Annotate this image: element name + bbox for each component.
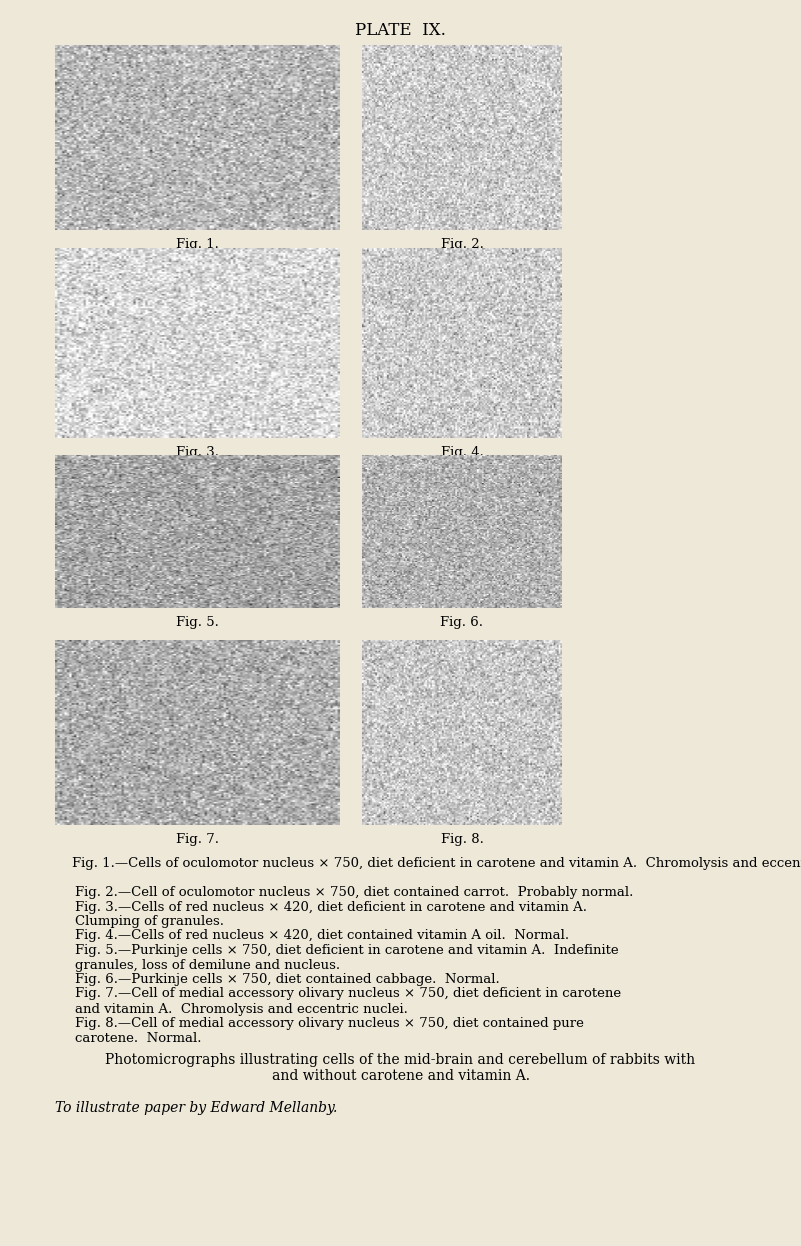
Text: Photomicrographs illustrating cells of the mid-brain and cerebellum of rabbits w: Photomicrographs illustrating cells of t… (106, 1053, 695, 1067)
Text: Fig. 1.: Fig. 1. (176, 238, 219, 250)
Text: Fig. 6.: Fig. 6. (441, 616, 484, 629)
Text: PLATE  IX.: PLATE IX. (355, 22, 446, 39)
Text: Fig. 5.—Purkinje cells × 750, diet deficient in carotene and vitamin A.  Indefin: Fig. 5.—Purkinje cells × 750, diet defic… (75, 944, 618, 972)
Text: Fig. 5.: Fig. 5. (176, 616, 219, 629)
Text: Fig. 3.: Fig. 3. (176, 446, 219, 459)
Text: To illustrate paper by Edward Mellanby.: To illustrate paper by Edward Mellanby. (55, 1100, 337, 1115)
Text: Fig. 6.—Purkinje cells × 750, diet contained cabbage.  Normal.: Fig. 6.—Purkinje cells × 750, diet conta… (75, 973, 500, 986)
Text: Fig. 1.—Cells of oculomotor nucleus × 750, diet deficient in carotene and vitami: Fig. 1.—Cells of oculomotor nucleus × 75… (55, 857, 801, 870)
Text: Fig. 8.: Fig. 8. (441, 834, 484, 846)
Text: Fig. 3.—Cells of red nucleus × 420, diet deficient in carotene and vitamin A.
Cl: Fig. 3.—Cells of red nucleus × 420, diet… (75, 901, 587, 928)
Text: Fig. 7.—Cell of medial accessory olivary nucleus × 750, diet deficient in carote: Fig. 7.—Cell of medial accessory olivary… (75, 988, 621, 1015)
Text: Fig. 4.: Fig. 4. (441, 446, 484, 459)
Text: and without carotene and vitamin A.: and without carotene and vitamin A. (272, 1069, 529, 1083)
Text: Fig. 7.: Fig. 7. (176, 834, 219, 846)
Text: Fig. 8.—Cell of medial accessory olivary nucleus × 750, diet contained pure
caro: Fig. 8.—Cell of medial accessory olivary… (75, 1017, 584, 1044)
Text: Fig. 2.—Cell of oculomotor nucleus × 750, diet contained carrot.  Probably norma: Fig. 2.—Cell of oculomotor nucleus × 750… (75, 886, 634, 900)
Text: Fig. 4.—Cells of red nucleus × 420, diet contained vitamin A oil.  Normal.: Fig. 4.—Cells of red nucleus × 420, diet… (75, 930, 570, 942)
Text: Fig. 2.: Fig. 2. (441, 238, 484, 250)
